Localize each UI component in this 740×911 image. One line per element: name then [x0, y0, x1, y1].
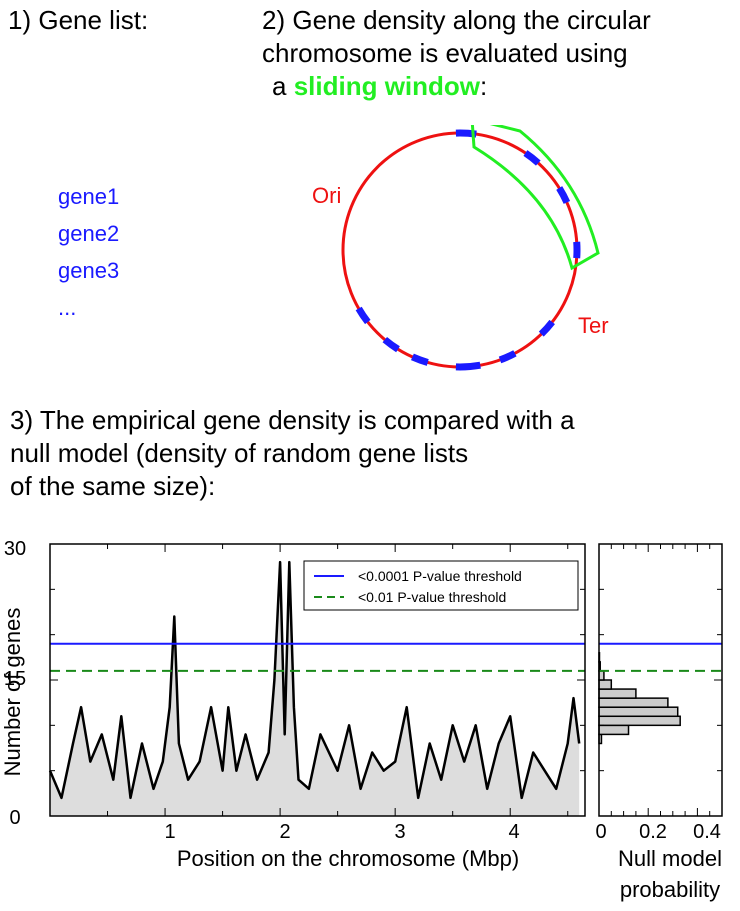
gene-list-item: ...	[58, 295, 77, 320]
y-axis-title: Number of genes	[0, 608, 25, 777]
x-tick-label: 2	[279, 821, 290, 843]
ori-label: Ori	[312, 183, 341, 208]
gene-mark	[523, 150, 541, 166]
legend-label-high: <0.0001 P-value threshold	[358, 568, 522, 584]
gene-mark	[538, 319, 555, 337]
null-model-bar	[598, 724, 630, 736]
legend-label-low: <0.01 P-value threshold	[358, 589, 506, 605]
null-model-bars	[598, 652, 681, 745]
null-model-bar	[598, 706, 679, 718]
step2-line3-prefix: a	[272, 71, 294, 101]
sliding-window-highlight: sliding window	[293, 71, 481, 101]
y-tick-label: 0	[9, 807, 20, 829]
density-ticks	[50, 544, 585, 816]
step1-heading: 1) Gene list:	[8, 5, 149, 35]
null-x-axis-title-line1: Null model	[618, 846, 722, 871]
null-model-bar	[598, 697, 669, 708]
legend-box	[303, 560, 579, 611]
null-plot-frame	[598, 543, 723, 817]
gene-marks	[355, 129, 581, 371]
step2-line3: a sliding window:	[262, 70, 651, 103]
step3-line3: of the same size):	[10, 471, 216, 501]
step2-line2: chromosome is evaluated using	[262, 38, 628, 68]
step2-heading: 2) Gene density along the circular chrom…	[262, 4, 651, 103]
density-charts: 30 15 0 1 2 3 4 Position on the chromoso…	[0, 538, 723, 902]
x-tick-label: 4	[508, 821, 519, 843]
x-tick-label: 3	[394, 821, 405, 843]
gene-list-item: gene2	[58, 221, 120, 246]
null-x-tick-label: 0.2	[639, 821, 667, 843]
gene-mark	[498, 350, 517, 364]
null-x-tick-label: 0.4	[693, 821, 721, 843]
null-model-bar	[598, 688, 637, 699]
legend: <0.0001 P-value threshold <0.01 P-value …	[303, 560, 579, 611]
null-model-bar	[598, 715, 681, 727]
gene-density-plot: 30 15 0 1 2 3 4 Position on the chromoso…	[0, 538, 586, 871]
ter-label: Ter	[578, 313, 609, 338]
gene-list: gene1 gene2 gene3 ...	[58, 178, 119, 326]
step3-heading: 3) The empirical gene density is compare…	[10, 404, 575, 503]
gene-list-item: gene1	[58, 184, 120, 209]
gene-list-item: gene3	[58, 258, 120, 283]
density-line	[48, 560, 581, 800]
null-x-tick-label: 0	[595, 821, 606, 843]
null-model-plot: 0 0.2 0.4 Null model probability	[595, 543, 723, 902]
step2-line3-suffix: :	[480, 71, 488, 101]
step3-line1: 3) The empirical gene density is compare…	[10, 405, 575, 435]
y-tick-label: 15	[4, 668, 26, 690]
step2-line1: 2) Gene density along the circular	[262, 5, 651, 35]
null-x-axis-title-line2: probability	[620, 877, 720, 902]
gene-mark	[410, 353, 429, 366]
circular-chromosome-diagram: Ori Ter	[312, 125, 609, 371]
step3-line2: null model (density of random gene lists	[10, 438, 469, 468]
null-model-bar	[598, 679, 613, 690]
gene-mark	[556, 186, 571, 204]
x-tick-label: 1	[164, 821, 175, 843]
gene-mark	[455, 129, 477, 138]
null-ticks	[599, 544, 723, 816]
sliding-window	[470, 125, 600, 271]
gene-mark	[382, 336, 400, 353]
x-axis-title: Position on the chromosome (Mbp)	[177, 846, 519, 871]
gene-mark	[355, 306, 371, 325]
y-tick-label: 30	[4, 538, 26, 560]
gene-mark	[455, 361, 481, 371]
